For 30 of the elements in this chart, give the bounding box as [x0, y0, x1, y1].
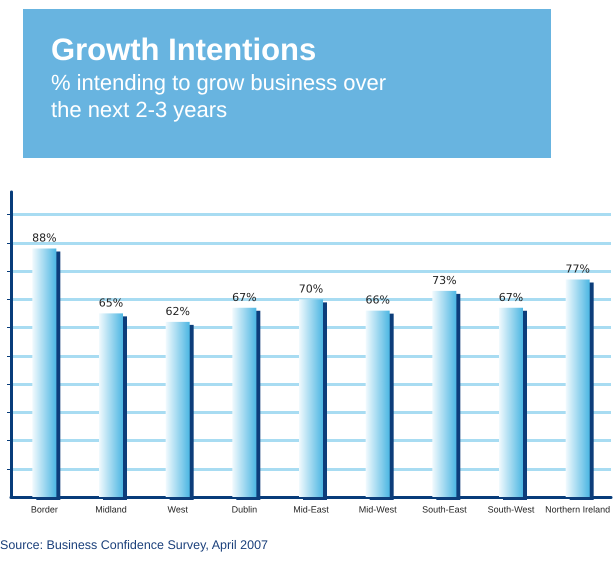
x-tick-label: Mid-East	[293, 504, 330, 514]
x-tick-label: South-East	[422, 504, 468, 514]
bar	[566, 280, 590, 497]
x-tick-label: Dublin	[232, 504, 258, 514]
x-tick-label: Border	[30, 504, 58, 514]
bar	[366, 310, 390, 497]
data-label: 66%	[365, 294, 390, 307]
data-label: 67%	[498, 290, 524, 304]
bar	[99, 313, 123, 497]
chart-subtitle: % intending to grow business over the next 2-3 years	[51, 69, 388, 123]
data-label: 73%	[432, 274, 457, 287]
x-tick-label: Northern Ireland	[545, 504, 610, 514]
bar	[499, 308, 523, 497]
data-label: 70%	[298, 282, 324, 296]
source-note: Source: Business Confidence Survey, April 2007	[0, 538, 268, 552]
bar	[232, 308, 256, 497]
bar	[432, 290, 456, 497]
x-tick-label: Mid-West	[358, 504, 398, 514]
data-label: 62%	[165, 304, 190, 318]
chart-title: Growth Intentions	[51, 31, 318, 69]
x-tick-label: Midland	[95, 504, 127, 514]
bar	[32, 248, 56, 497]
bar	[299, 299, 323, 497]
data-label: 88%	[32, 231, 57, 244]
bar	[166, 322, 190, 497]
x-tick-label: South-West	[488, 504, 535, 514]
data-label: 65%	[98, 296, 124, 310]
x-tick-label: West	[167, 504, 188, 514]
data-label: 67%	[232, 290, 257, 304]
data-label: 77%	[565, 262, 590, 276]
